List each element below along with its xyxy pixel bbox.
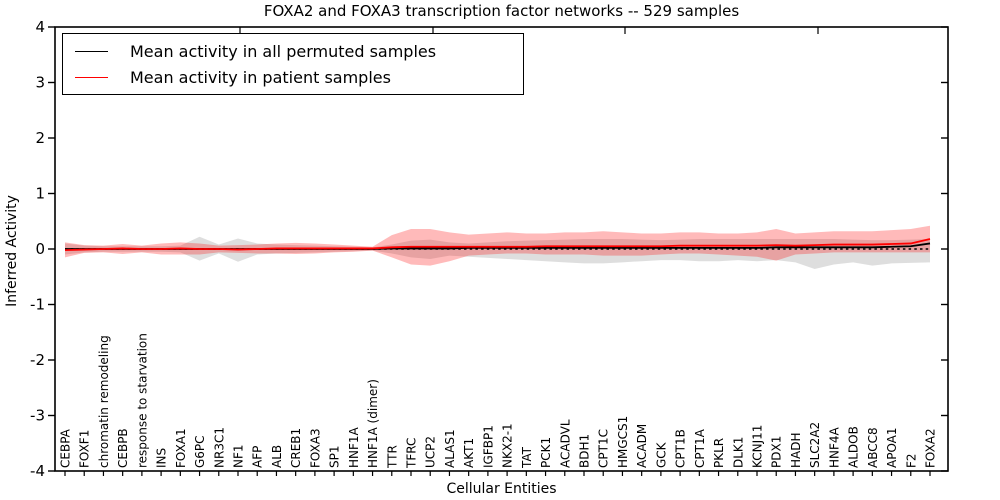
patient-mean-line	[64, 238, 931, 252]
x-tick-label: ACADM	[635, 424, 649, 468]
x-tick-label: CPT1C	[597, 429, 611, 468]
x-tick-label: SLC2A2	[808, 422, 822, 468]
x-tick-label: F2	[904, 453, 918, 468]
y-tick-label: 4	[35, 18, 45, 36]
x-tick-label: FOXA3	[308, 428, 322, 468]
y-tick-label: -2	[30, 351, 45, 369]
x-tick-label: CREB1	[289, 428, 303, 468]
x-tick-label: NF1	[232, 444, 246, 468]
x-tick-label: ALB	[270, 445, 284, 468]
x-tick-label: NR3C1	[212, 427, 226, 468]
x-tick-label: CPT1A	[693, 428, 707, 468]
x-tick-label: HADH	[789, 433, 803, 469]
x-tick-label: HNF1A	[347, 426, 361, 468]
legend-label-permuted: Mean activity in all permuted samples	[130, 41, 437, 61]
x-tick-label: IGFBP1	[481, 425, 495, 468]
x-tick-label: response to starvation	[135, 333, 149, 468]
x-tick-label: FOXA1	[174, 428, 188, 468]
legend-line-icon-patient	[75, 76, 108, 78]
x-tick-label: HNF4A	[827, 426, 841, 468]
x-tick-label: TTR	[385, 445, 399, 469]
legend: Mean activity in all permuted samples Me…	[62, 33, 524, 95]
x-tick-label: ALDOB	[847, 426, 861, 468]
x-tick-label: AFP	[251, 446, 265, 468]
x-tick-label: BDH1	[578, 434, 592, 468]
x-tick-label: NKX2-1	[501, 423, 515, 468]
x-tick-label: GCK	[654, 441, 668, 468]
x-axis-label: Cellular Entities	[446, 481, 557, 497]
legend-label-patient: Mean activity in patient samples	[130, 67, 391, 87]
patient-confidence-band	[65, 225, 930, 266]
y-tick-label: -4	[30, 462, 45, 480]
x-tick-label: SP1	[328, 446, 342, 469]
x-tick-label: AKT1	[462, 438, 476, 468]
x-tick-label: ACADVL	[558, 419, 572, 468]
x-tick-label: PCK1	[539, 437, 553, 468]
x-tick-label: DLK1	[731, 437, 745, 468]
x-tick-label: HNF1A (dimer)	[366, 379, 380, 468]
x-tick-label: PDX1	[770, 436, 784, 468]
y-tick-label: 1	[35, 185, 45, 203]
x-tick-label: CEBPB	[116, 428, 130, 468]
y-tick-label: 2	[35, 129, 45, 147]
x-tick-label: PKLR	[712, 438, 726, 468]
x-tick-label: ABCC8	[866, 427, 880, 468]
chart-title: FOXA2 and FOXA3 transcription factor net…	[263, 2, 740, 20]
x-tick-label: APOA1	[885, 427, 899, 468]
y-tick-label: -3	[30, 407, 45, 425]
legend-entry-permuted: Mean activity in all permuted samples	[75, 39, 523, 63]
x-tick-label: INS	[155, 448, 169, 468]
x-tick-label: UCP2	[424, 436, 438, 468]
x-tick-label: CEBPA	[59, 428, 73, 468]
x-tick-label: HMGCS1	[616, 416, 630, 468]
y-tick-label: 0	[35, 240, 45, 258]
x-tick-label: FOXA2	[924, 428, 938, 468]
x-tick-label: chromatin remodeling	[97, 335, 111, 468]
legend-line-icon-permuted	[75, 50, 108, 52]
x-tick-label: ALAS1	[443, 429, 457, 468]
x-tick-label: TAT	[520, 446, 534, 469]
x-tick-label: CPT1B	[674, 429, 688, 468]
legend-entry-patient: Mean activity in patient samples	[75, 65, 523, 89]
y-tick-label: -1	[30, 296, 45, 314]
x-tick-label: KCNJ11	[751, 425, 765, 468]
x-tick-label: TFRC	[405, 438, 419, 469]
x-tick-label: FOXF1	[78, 430, 92, 468]
y-tick-label: 3	[35, 74, 45, 92]
x-tick-label: G6PC	[193, 435, 207, 468]
